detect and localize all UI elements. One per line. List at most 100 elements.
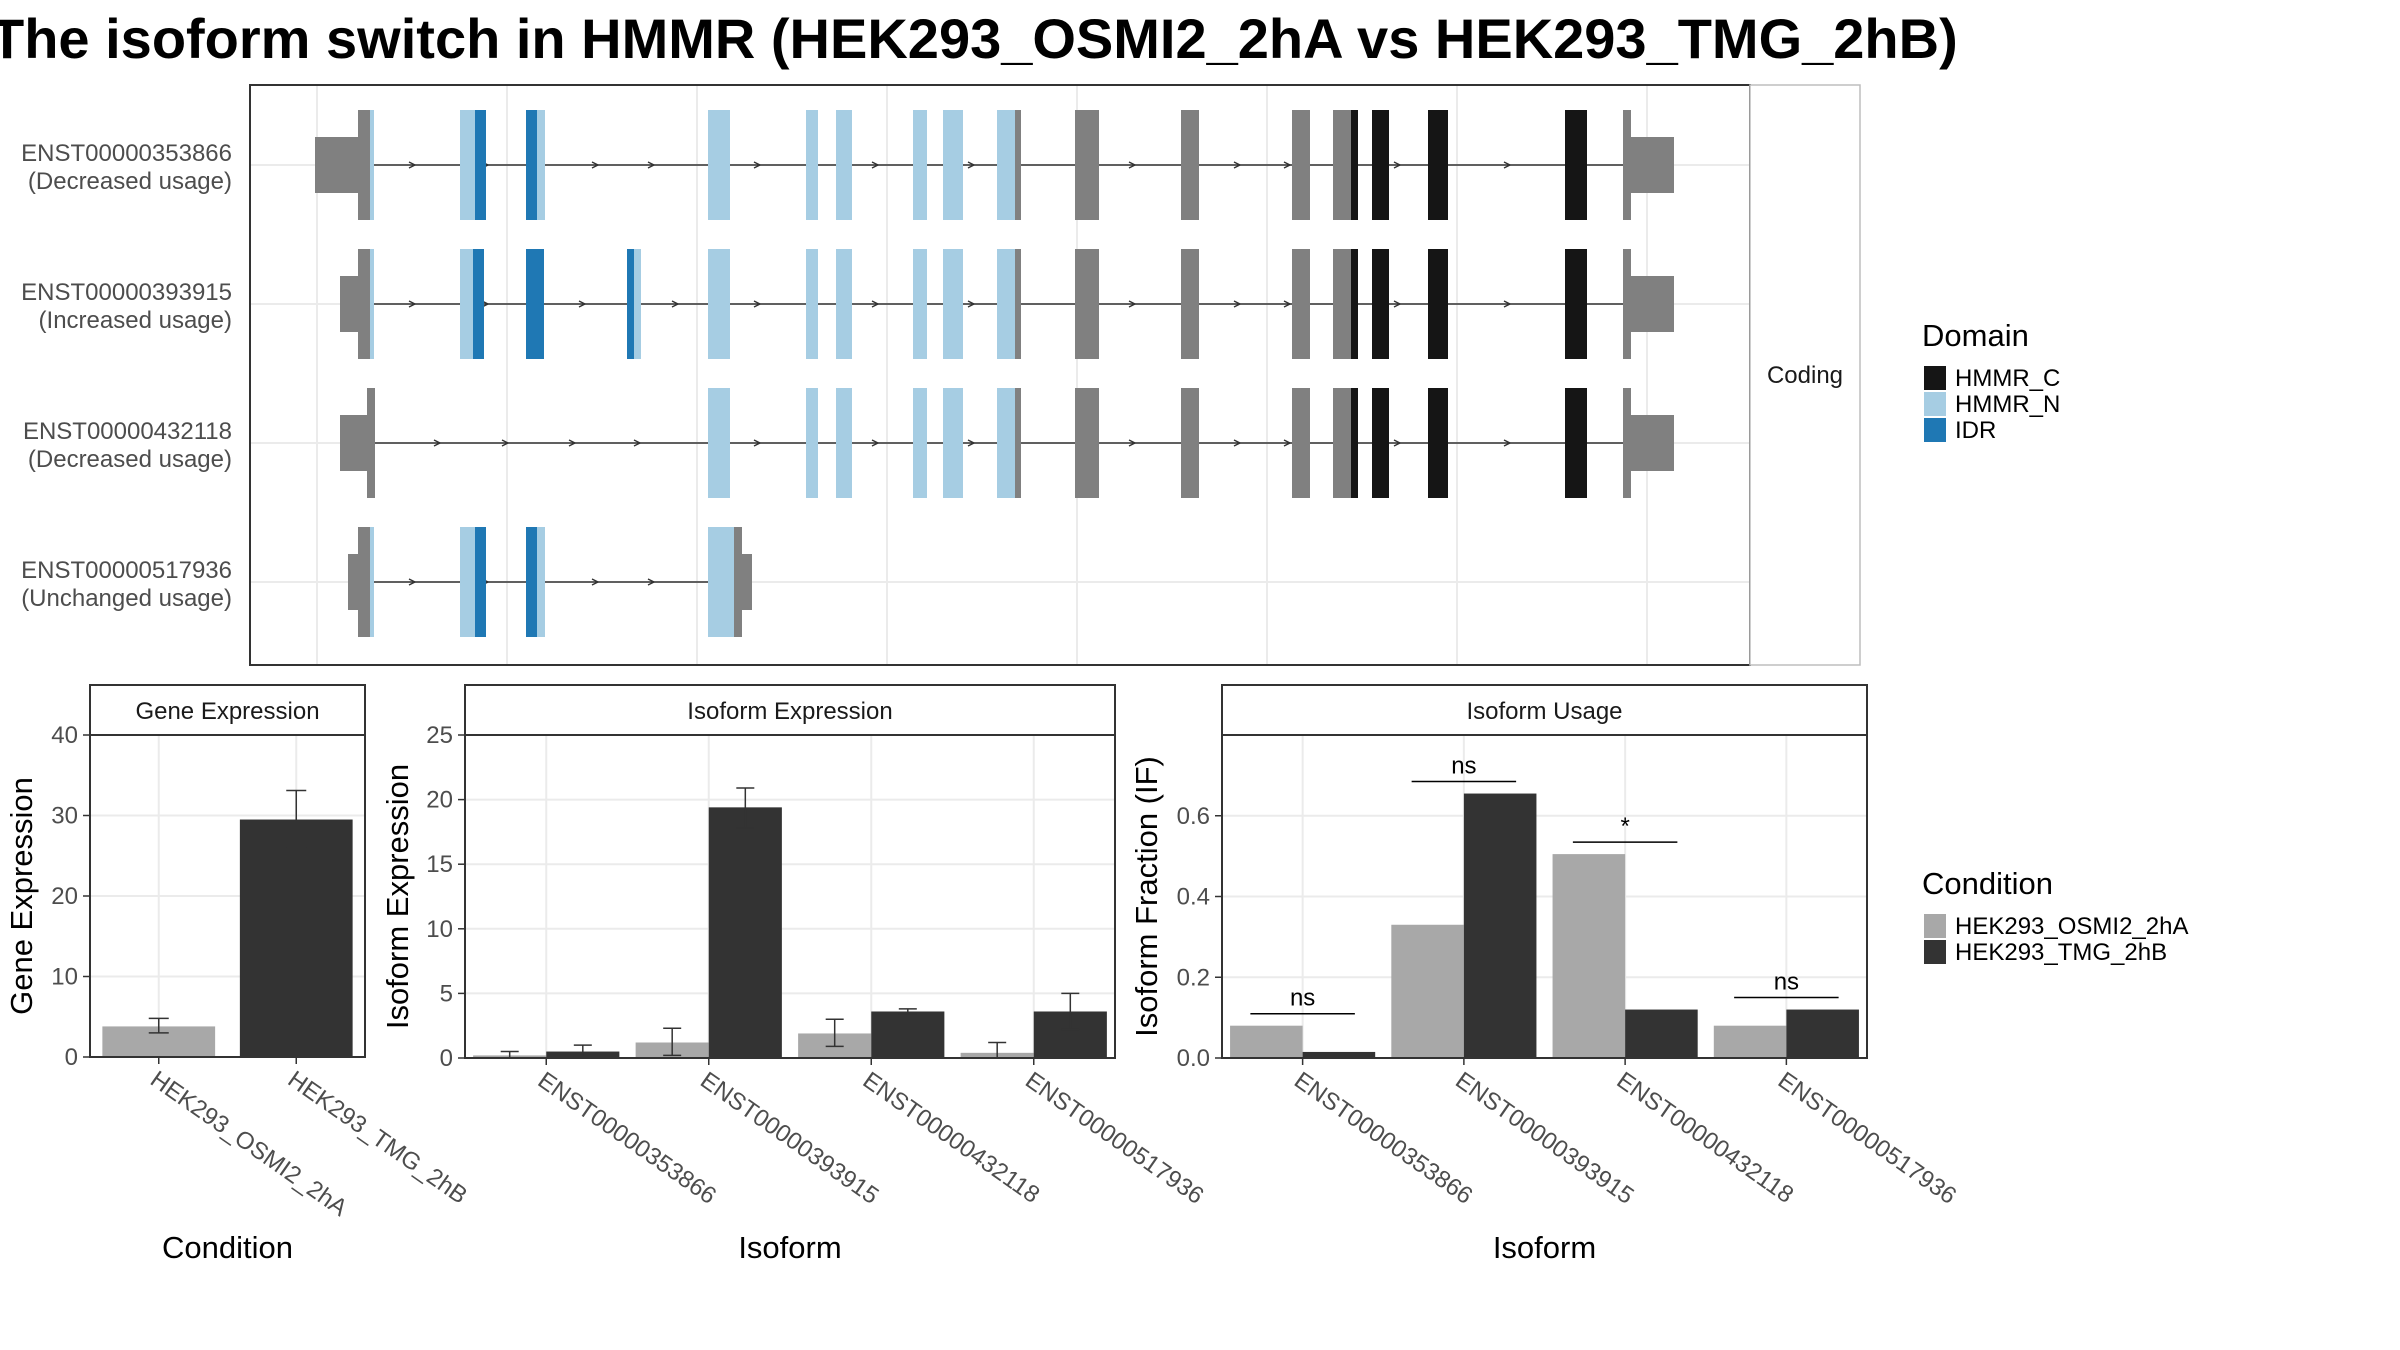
facet-strip	[89, 684, 366, 736]
direction-arrow	[753, 300, 762, 308]
y-axis-title: Gene Expression	[4, 777, 39, 1015]
exon-block	[370, 110, 374, 220]
exon-block	[358, 110, 370, 220]
x-tick-label: ENST00000517936	[1773, 1067, 1961, 1210]
facet-strip	[464, 684, 1116, 736]
significance-label: ns	[1451, 753, 1476, 780]
transcript-track	[340, 388, 1674, 498]
exon-block	[367, 388, 375, 498]
exon-block	[475, 110, 486, 220]
direction-arrow	[433, 439, 442, 447]
exon-block	[526, 527, 537, 637]
exon-block	[734, 527, 742, 637]
exon-block	[475, 527, 486, 637]
exon-block	[358, 249, 370, 359]
direction-arrow	[871, 161, 880, 169]
exon-block	[358, 527, 370, 637]
exon-block	[1623, 388, 1631, 498]
exon-block	[370, 527, 374, 637]
utr-block	[1631, 276, 1674, 332]
direction-arrow	[501, 439, 510, 447]
transcript-usage-label: (Increased usage)	[39, 307, 232, 334]
exon-block	[913, 388, 927, 498]
x-tick-label: ENST00000353866	[1289, 1067, 1477, 1210]
figure-title: The isoform switch in HMMR (HEK293_OSMI2…	[0, 7, 1958, 70]
legend-swatch	[1924, 366, 1946, 390]
exon-block	[1351, 249, 1358, 359]
direction-arrow	[1503, 439, 1512, 447]
x-axis-title: Condition	[162, 1230, 293, 1265]
y-axis-title: Isoform Expression	[380, 764, 415, 1029]
direction-arrow	[591, 578, 600, 586]
direction-arrow	[871, 439, 880, 447]
transcript-id-label: ENST00000517936	[21, 557, 232, 584]
exon-block	[1015, 110, 1021, 220]
transcript-id-label: ENST00000432118	[23, 418, 232, 445]
exon-block	[1333, 249, 1351, 359]
x-axis-title: Isoform	[1493, 1230, 1596, 1265]
exon-block	[1565, 110, 1587, 220]
x-tick-label: ENST00000432118	[1612, 1067, 1799, 1209]
bar	[1786, 1009, 1859, 1058]
exon-block	[1372, 388, 1389, 498]
direction-arrow	[967, 300, 976, 308]
direction-arrow	[1233, 161, 1242, 169]
x-tick-label: ENST00000353866	[533, 1067, 721, 1210]
direction-arrow	[1393, 161, 1402, 169]
legend-title: Domain	[1922, 318, 2029, 353]
facet-strip	[1749, 84, 1861, 666]
legend-label: HMMR_C	[1955, 365, 2060, 392]
exon-block	[1075, 249, 1099, 359]
direction-arrow	[647, 578, 656, 586]
y-tick-label: 0.0	[1177, 1045, 1210, 1072]
utr-block	[348, 554, 360, 610]
exon-block	[836, 249, 852, 359]
transcript-usage-label: (Decreased usage)	[28, 446, 232, 473]
x-tick-label: ENST00000393915	[1450, 1067, 1638, 1210]
utr-block	[340, 276, 360, 332]
legend-swatch	[1924, 914, 1946, 938]
significance-label: ns	[1774, 969, 1799, 996]
direction-arrow	[1283, 439, 1292, 447]
x-tick-label: ENST00000432118	[858, 1067, 1045, 1209]
exon-block	[1015, 388, 1021, 498]
isoform-expression-chart: Isoform Expression 0 5 10 15 20 25 ENST00000353…	[380, 684, 1209, 1265]
utr-block	[1631, 415, 1674, 471]
exon-block	[1351, 110, 1358, 220]
exon-block	[1292, 110, 1310, 220]
direction-arrow	[408, 161, 417, 169]
transcript-id-label: ENST00000393915	[21, 279, 232, 306]
y-tick-label: 20	[51, 883, 78, 910]
direction-arrow	[1233, 300, 1242, 308]
bar	[239, 819, 353, 1057]
y-tick-label: 0	[65, 1044, 78, 1071]
isoform-usage-chart: ns ns * ns Isoform Usage 0.0 0.2 0.4 0.6 ENST0000…	[1129, 684, 1961, 1265]
direction-arrow	[1128, 439, 1137, 447]
exon-block	[1372, 110, 1389, 220]
exon-block	[1428, 249, 1448, 359]
exon-block	[836, 388, 852, 498]
utr-block	[340, 415, 367, 471]
exon-block	[1181, 110, 1199, 220]
bar	[1552, 854, 1626, 1058]
legend-label: HEK293_OSMI2_2hA	[1955, 913, 2188, 940]
utr-block	[1631, 137, 1674, 193]
y-tick-label: 10	[51, 964, 78, 991]
exon-block	[1565, 249, 1587, 359]
exon-block	[836, 110, 852, 220]
exon-block	[997, 110, 1015, 220]
direction-arrow	[753, 161, 762, 169]
y-tick-label: 25	[426, 722, 453, 749]
y-tick-label: 5	[440, 980, 453, 1007]
legend-swatch	[1924, 940, 1946, 964]
direction-arrow	[1393, 300, 1402, 308]
exon-block	[913, 249, 927, 359]
exon-block	[460, 110, 475, 220]
exon-block	[1075, 110, 1099, 220]
exon-block	[460, 527, 475, 637]
exon-block	[943, 388, 963, 498]
y-tick-label: 0	[440, 1045, 453, 1072]
chart-title: Gene Expression	[135, 698, 319, 725]
x-axis-title: Isoform	[738, 1230, 841, 1265]
